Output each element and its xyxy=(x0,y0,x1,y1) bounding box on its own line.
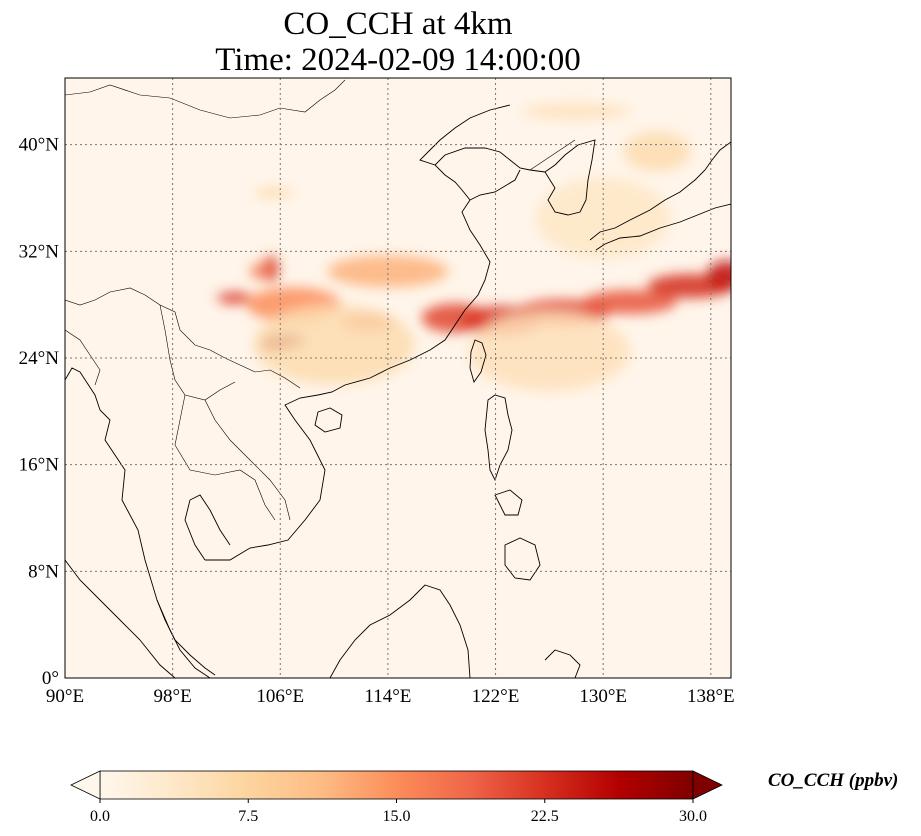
colorbar-tick-label: 7.5 xyxy=(238,808,258,825)
co-plume-blob xyxy=(254,188,293,198)
colorbar-label: CO_CCH (ppbv) xyxy=(768,770,899,791)
lon-tick-label: 138°E xyxy=(687,686,735,707)
co-plume-blob xyxy=(217,292,253,304)
philippines-visayas xyxy=(494,489,523,516)
axis-tick-labels: 90°E 98°E 106°E 114°E 122°E 130°E 138°E 0° 8°N 16… xyxy=(19,135,735,707)
coastlines xyxy=(65,104,731,678)
korea xyxy=(544,139,596,216)
sulawesi xyxy=(544,649,581,678)
japan-south-coast xyxy=(595,203,731,251)
border-mongolia xyxy=(65,79,346,119)
co-plume-blob xyxy=(468,311,631,392)
co-plume-blob xyxy=(522,103,631,120)
lon-tick-label: 90°E xyxy=(46,686,84,707)
colorbar-tick-label: 30.0 xyxy=(679,808,707,825)
co-plume-blob xyxy=(327,255,449,288)
lat-tick-label: 40°N xyxy=(19,135,60,156)
lon-tick-label: 106°E xyxy=(256,686,304,707)
colorbar-extend-low xyxy=(70,770,101,800)
philippines-mindanao xyxy=(504,537,541,581)
colorbar-gradient xyxy=(99,770,694,800)
co-plume-blob xyxy=(706,260,731,290)
japan-kyushu-honshu xyxy=(589,141,731,241)
co-plume-blob xyxy=(262,255,279,282)
indochina-coast xyxy=(205,147,546,561)
taiwan xyxy=(469,339,487,384)
lat-tick-label: 32°N xyxy=(19,241,60,262)
co-plume-blob xyxy=(253,304,415,385)
colorbar-tick-label: 0.0 xyxy=(90,808,110,825)
co-plume-blob xyxy=(623,131,691,172)
border-laos-vietnam xyxy=(204,399,291,521)
philippines-luzon xyxy=(484,394,513,482)
border-sw-china xyxy=(65,287,301,389)
lon-tick-label: 122°E xyxy=(472,686,520,707)
lat-tick-label: 16°N xyxy=(19,455,60,476)
lat-tick-label: 0° xyxy=(42,668,59,689)
sumatra xyxy=(65,559,176,678)
lat-tick-label: 24°N xyxy=(19,348,60,369)
country-borders xyxy=(65,79,576,521)
border-korea-china xyxy=(529,139,576,171)
colorbar: 0.0 7.5 15.0 22.5 30.0 xyxy=(70,770,723,825)
borneo xyxy=(329,584,471,678)
map-time-subtitle: Time: 2024-02-09 14:00:00 xyxy=(215,42,581,78)
gulf-thailand-coast xyxy=(184,494,231,561)
co-plume-blob xyxy=(583,290,678,314)
shandong-bohai xyxy=(469,169,521,201)
hainan xyxy=(314,407,343,433)
co-plume-blob xyxy=(250,263,265,280)
border-thailand-cambodia xyxy=(174,394,276,521)
lat-tick-label: 8°N xyxy=(28,561,59,582)
border-myanmar-laos xyxy=(159,304,236,401)
border-india-bangladesh xyxy=(65,329,101,386)
map-title: CO_CCH at 4km xyxy=(283,6,513,42)
malay-peninsula xyxy=(156,599,216,676)
colorbar-tick-label: 22.5 xyxy=(531,808,559,825)
map-frame xyxy=(64,77,732,679)
map-background xyxy=(65,78,731,678)
lon-tick-label: 114°E xyxy=(364,686,411,707)
colorbar-tick-label: 15.0 xyxy=(383,808,411,825)
lon-tick-label: 98°E xyxy=(154,686,192,707)
colorbar-extend-high xyxy=(692,770,723,800)
lon-tick-label: 130°E xyxy=(579,686,627,707)
northern-coast xyxy=(419,104,511,166)
